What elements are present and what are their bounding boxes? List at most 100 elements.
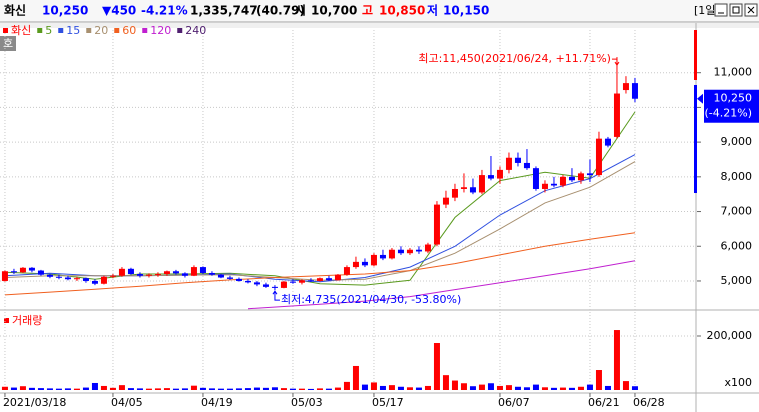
volume-bar <box>316 388 323 390</box>
candle-body <box>541 183 548 189</box>
volume-bar <box>622 381 629 390</box>
candle-body <box>19 267 26 273</box>
candle-body <box>307 280 314 282</box>
volume-bar <box>100 385 107 390</box>
candle-body <box>118 268 125 276</box>
candle-body <box>469 187 476 193</box>
volume-bar <box>118 385 125 390</box>
volume-bar <box>343 381 350 390</box>
candle-body <box>109 275 116 277</box>
low: 10,150 <box>443 4 489 18</box>
candle-body <box>271 286 278 288</box>
candle-body <box>190 267 197 276</box>
volume-bar <box>64 388 71 390</box>
y-tick-label: 11,000 <box>714 66 753 79</box>
x-tick-label: 05/17 <box>372 396 404 409</box>
candle-body <box>460 187 467 189</box>
candle-body <box>46 274 53 277</box>
volume-bar <box>595 370 602 390</box>
legend-label: 240 <box>185 24 206 37</box>
candle-body <box>217 274 224 278</box>
volume-bar <box>478 384 485 390</box>
volume-bar <box>451 380 458 390</box>
volume-ratio: (40.79) <box>256 4 305 18</box>
open: 10,700 <box>311 4 357 18</box>
candle-body <box>64 277 71 280</box>
candle-body <box>145 274 152 276</box>
tab-button[interactable] <box>0 36 16 51</box>
volume-bar <box>190 385 197 390</box>
x-tick-label: 06/07 <box>498 396 530 409</box>
ma-line <box>4 111 636 286</box>
volume-bar <box>10 387 17 390</box>
legend-label: 화신 <box>11 24 31 37</box>
candle-body <box>181 273 188 276</box>
candle-body <box>10 271 17 273</box>
candle-body <box>262 284 269 287</box>
volume-bar <box>397 386 404 390</box>
volume-bar <box>334 387 341 390</box>
header-bar <box>0 0 759 22</box>
volume-bar <box>145 388 152 390</box>
candle-body <box>442 197 449 205</box>
candle-body <box>91 280 98 284</box>
volume-bar <box>37 388 44 390</box>
volume-bar <box>361 384 368 390</box>
volume-bar <box>280 388 287 390</box>
candle-body <box>496 169 503 179</box>
candle-body <box>370 254 377 266</box>
volume-bar <box>514 386 521 390</box>
volume-bar <box>532 384 539 390</box>
price: 10,250 <box>42 4 88 18</box>
y-tick-label: 8,000 <box>721 170 753 183</box>
candle-body <box>613 93 620 137</box>
last-price-box <box>704 89 759 123</box>
volume-bar <box>181 388 188 390</box>
candle-body <box>82 278 89 281</box>
last-price-label: 10,250 <box>714 92 753 105</box>
candle-body <box>208 272 215 275</box>
minimize-button[interactable] <box>714 3 728 17</box>
volume-bar <box>352 365 359 390</box>
legend-swatch <box>37 28 43 33</box>
volume-bar <box>127 388 134 390</box>
volume-bar <box>577 386 584 390</box>
candle-body <box>28 267 35 271</box>
volume-bar <box>325 388 332 390</box>
annotation-arrow <box>611 58 620 66</box>
candle-body <box>514 157 521 163</box>
period-button[interactable]: [1일] <box>694 3 720 17</box>
volume-bar <box>19 386 26 390</box>
legend-swatch <box>114 28 120 33</box>
candle-body <box>154 274 161 276</box>
candle-body <box>406 249 413 254</box>
candle-body <box>1 271 8 281</box>
volume-bar <box>235 388 242 390</box>
volume-bar <box>244 388 251 390</box>
volume-bar <box>442 375 449 390</box>
candle-body <box>595 138 602 176</box>
volume-bar <box>541 387 548 390</box>
change: ▼450 <box>102 4 136 18</box>
volume-bar <box>199 387 206 390</box>
candle-body <box>532 168 539 189</box>
high-label: 고 <box>362 4 373 18</box>
candle-body <box>316 278 323 281</box>
candle-body <box>352 261 359 268</box>
candle-body <box>433 204 440 245</box>
volume-bar <box>460 383 467 390</box>
annotation-arrow <box>272 290 280 301</box>
min-annotation: 최저:4,735(2021/04/30, -53.80%) <box>281 293 461 306</box>
volume-bar <box>406 387 413 390</box>
x-tick-label: 06/28 <box>633 396 665 409</box>
legend-swatch <box>3 28 8 33</box>
volume-unit: x100 <box>724 376 752 389</box>
maximize-button[interactable] <box>729 3 743 17</box>
volume-bar <box>46 388 53 390</box>
candle-body <box>631 83 638 99</box>
high: 10,850 <box>379 4 425 18</box>
candle-body <box>604 138 611 146</box>
legend-label: 15 <box>66 24 80 37</box>
